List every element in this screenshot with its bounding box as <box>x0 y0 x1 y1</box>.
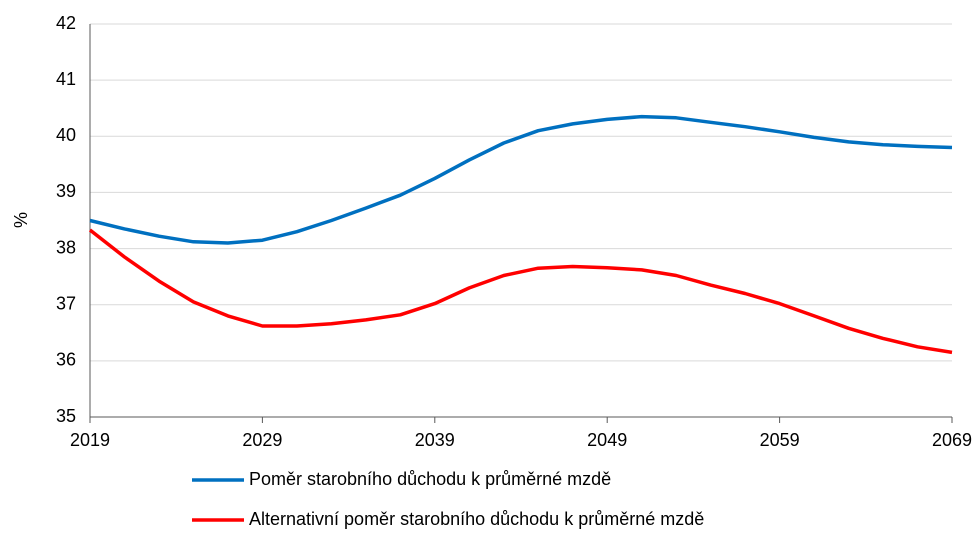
y-tick-label: 37 <box>56 293 76 313</box>
y-tick-label: 35 <box>56 406 76 426</box>
line <box>89 114 953 245</box>
y-axis-label: % <box>11 212 31 228</box>
y-tick-label: 42 <box>56 13 76 33</box>
x-tick-label: 2019 <box>70 430 110 450</box>
y-tick-label: 36 <box>56 350 76 370</box>
x-tick-label: 2039 <box>415 430 455 450</box>
x-tick-label: 2029 <box>242 430 282 450</box>
y-tick-label: 39 <box>56 181 76 201</box>
x-tick-label: 2049 <box>587 430 627 450</box>
y-tick-label: 38 <box>56 237 76 257</box>
line <box>88 228 953 355</box>
legend-label: Alternativní poměr starobního důchodu k … <box>249 509 704 529</box>
x-tick-label: 2059 <box>760 430 800 450</box>
y-tick-label: 41 <box>56 69 76 89</box>
y-tick-label: 40 <box>56 125 76 145</box>
x-tick-label: 2069 <box>932 430 972 450</box>
legend-label: Poměr starobního důchodu k průměrné mzdě <box>249 469 611 489</box>
